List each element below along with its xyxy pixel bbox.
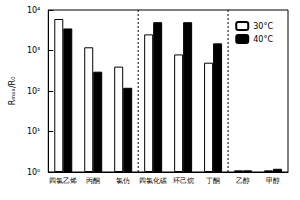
svg-text:氯仿: 氯仿	[116, 177, 130, 185]
svg-text:四氯化碳: 四氯化碳	[139, 177, 167, 185]
svg-text:丁酮: 丁酮	[206, 177, 220, 185]
svg-text:乙醇: 乙醇	[236, 177, 250, 185]
svg-text:10³: 10³	[27, 46, 40, 55]
svg-text:40°C: 40°C	[253, 35, 273, 44]
svg-text:Rₘₐₓ/R₀: Rₘₐₓ/R₀	[8, 77, 17, 106]
svg-text:丙酮: 丙酮	[86, 177, 100, 185]
svg-text:10¹: 10¹	[27, 127, 40, 136]
svg-text:四氯乙烯: 四氯乙烯	[49, 177, 77, 185]
svg-text:10⁰: 10⁰	[27, 168, 40, 177]
svg-text:甲醇: 甲醇	[266, 177, 280, 185]
svg-text:环己烷: 环己烷	[173, 177, 194, 185]
svg-text:30°C: 30°C	[253, 22, 273, 31]
svg-text:10⁴: 10⁴	[27, 6, 40, 15]
svg-text:10²: 10²	[27, 87, 40, 96]
